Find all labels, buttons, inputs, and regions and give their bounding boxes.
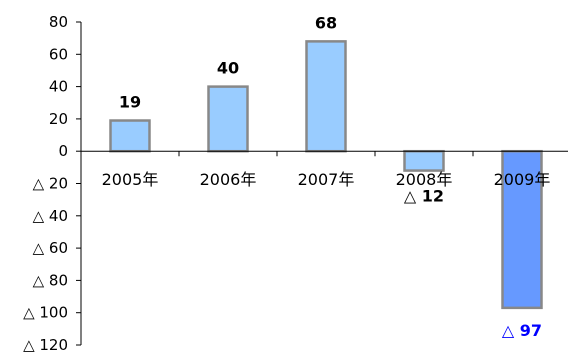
y-tick-label: 0 [58, 142, 68, 160]
data-label: 68 [315, 13, 337, 32]
y-tick-label: △ 40 [33, 207, 68, 225]
data-label: 19 [119, 93, 141, 112]
x-tick-label: 2005年 [102, 170, 159, 189]
x-tick-label: 2008年 [396, 170, 453, 189]
y-tick-label: 60 [49, 45, 68, 63]
y-tick-label: 40 [49, 78, 68, 96]
x-tick-label: 2007年 [298, 170, 355, 189]
bar [109, 119, 151, 153]
bar [207, 85, 249, 153]
y-tick-label: △ 60 [33, 239, 68, 257]
data-label: 40 [217, 59, 239, 78]
bar [403, 149, 445, 172]
y-tick-label: △ 100 [23, 304, 68, 322]
x-tick-label: 2006年 [200, 170, 257, 189]
data-label: △ 12 [404, 187, 444, 206]
data-label: △ 97 [502, 321, 542, 340]
y-tick-label: △ 20 [33, 175, 68, 193]
y-tick-label: 80 [49, 13, 68, 31]
bar [305, 40, 347, 153]
y-tick-label: △ 120 [23, 336, 68, 354]
y-tick-label: 20 [49, 110, 68, 128]
y-tick-label: △ 80 [33, 271, 68, 289]
bar [501, 149, 543, 310]
x-tick-label: 2009年 [494, 170, 551, 189]
